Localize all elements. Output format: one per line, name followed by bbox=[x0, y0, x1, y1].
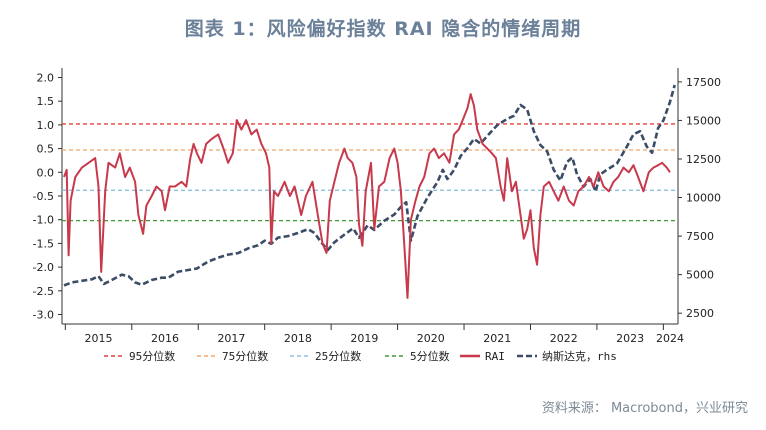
right-tick-label: 5000 bbox=[686, 269, 714, 282]
x-tick-label: 2016 bbox=[151, 332, 179, 345]
legend-label: RAI bbox=[485, 350, 505, 363]
right-tick-label: 7500 bbox=[686, 230, 714, 243]
right-tick-label: 2500 bbox=[686, 307, 714, 320]
chart-title: 图表 1：风险偏好指数 RAI 隐含的情绪周期 bbox=[184, 18, 582, 40]
left-tick-label: -0.5 bbox=[33, 190, 54, 203]
x-tick-label: 2021 bbox=[483, 332, 511, 345]
legend-label: 95分位数 bbox=[129, 349, 175, 363]
legend-label: 75分位数 bbox=[222, 349, 268, 363]
x-tick-label: 2024 bbox=[656, 332, 684, 345]
x-tick-label: 2015 bbox=[85, 332, 113, 345]
legend-label: 纳斯达克，rhs bbox=[542, 350, 617, 363]
x-tick-label: 2019 bbox=[350, 332, 378, 345]
left-tick-label: 0.0 bbox=[37, 166, 55, 179]
legend: 95分位数 75分位数 25分位数 5分位数 RAI 纳斯达克，rhs bbox=[104, 349, 617, 363]
legend-label: 25分位数 bbox=[315, 349, 361, 363]
right-tick-label: 17500 bbox=[686, 76, 721, 89]
left-tick-label: 1.5 bbox=[37, 95, 55, 108]
rai-line bbox=[63, 93, 671, 299]
left-tick-label: -2.0 bbox=[33, 261, 54, 274]
series-lines bbox=[63, 84, 676, 299]
reference-lines bbox=[62, 123, 678, 222]
x-tick-label: 2023 bbox=[616, 332, 644, 345]
left-tick-label: -3.0 bbox=[33, 309, 54, 322]
x-tick-label: 2020 bbox=[417, 332, 445, 345]
legend-label: 5分位数 bbox=[410, 349, 450, 363]
left-tick-label: 1.0 bbox=[37, 119, 55, 132]
left-tick-label: 0.5 bbox=[37, 143, 55, 156]
axes: 2.0 1.5 1.0 0.5 0.0 -0.5 -1.0 -1.5 -2.0 -2.5 -3.0 1… bbox=[33, 68, 721, 345]
source-note: 资料来源： Macrobond，兴业研究 bbox=[541, 401, 748, 416]
x-tick-label: 2017 bbox=[217, 332, 245, 345]
left-tick-label: -1.5 bbox=[33, 237, 54, 250]
right-tick-label: 15000 bbox=[686, 114, 721, 127]
right-tick-label: 10000 bbox=[686, 192, 721, 205]
x-tick-label: 2018 bbox=[284, 332, 312, 345]
right-tick-label: 12500 bbox=[686, 153, 721, 166]
left-tick-label: -1.0 bbox=[33, 214, 54, 227]
nasdaq-line bbox=[63, 84, 676, 287]
x-tick-label: 2022 bbox=[550, 332, 578, 345]
left-tick-label: 2.0 bbox=[37, 71, 55, 84]
left-tick-label: -2.5 bbox=[33, 285, 54, 298]
